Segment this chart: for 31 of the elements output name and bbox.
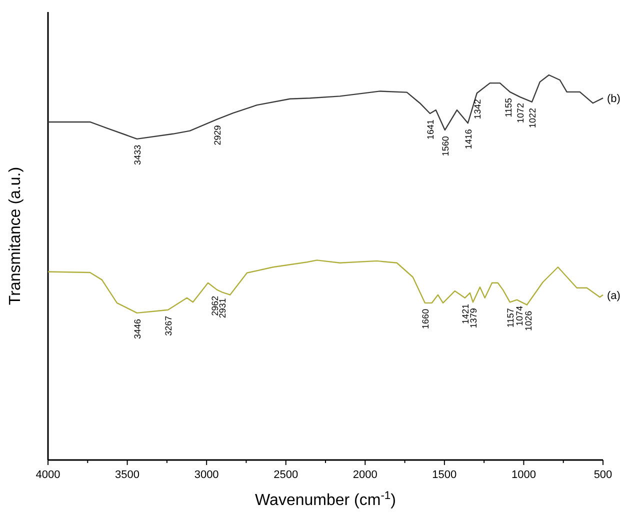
x-tick-label: 3500 bbox=[115, 469, 140, 481]
annotation: 1379 bbox=[468, 308, 478, 328]
series-label: (a) bbox=[607, 290, 620, 302]
annotation: 1155 bbox=[503, 98, 514, 118]
annotation: 1660 bbox=[420, 308, 430, 329]
annotation: 1026 bbox=[524, 310, 534, 331]
annotation: 3267 bbox=[164, 316, 174, 336]
annotation: 1157 bbox=[505, 308, 516, 328]
x-tick-label: 500 bbox=[594, 469, 612, 481]
series-label: (b) bbox=[607, 93, 620, 106]
annotation: 2929 bbox=[212, 125, 223, 146]
annotation: 3433 bbox=[132, 144, 142, 165]
x-tick-label: 2000 bbox=[352, 469, 378, 481]
x-tick-label: 1000 bbox=[511, 469, 536, 481]
annotation: 1641 bbox=[426, 120, 436, 140]
annotation: 1342 bbox=[472, 99, 482, 120]
x-axis-title: Wavenumber (cm$^{-1}$) bbox=[255, 490, 396, 509]
x-tick-label: 3000 bbox=[194, 469, 219, 481]
x-tick-label: 4000 bbox=[36, 469, 60, 481]
x-tick-label: 1500 bbox=[432, 469, 457, 481]
annotation: 1022 bbox=[527, 108, 538, 128]
annotation: 1421 bbox=[460, 304, 470, 324]
annotation: 2931 bbox=[217, 298, 228, 318]
annotation: 1416 bbox=[463, 129, 474, 150]
annotation: 1074 bbox=[514, 306, 524, 326]
annotation: 3446 bbox=[132, 318, 142, 339]
annotation: 2962 bbox=[210, 296, 220, 316]
x-tick-label: 2500 bbox=[274, 469, 298, 481]
annotation: 1560 bbox=[440, 136, 450, 156]
annotation: 1072 bbox=[515, 102, 526, 123]
y-axis-title: Transmitance (a.u.) bbox=[7, 166, 24, 306]
